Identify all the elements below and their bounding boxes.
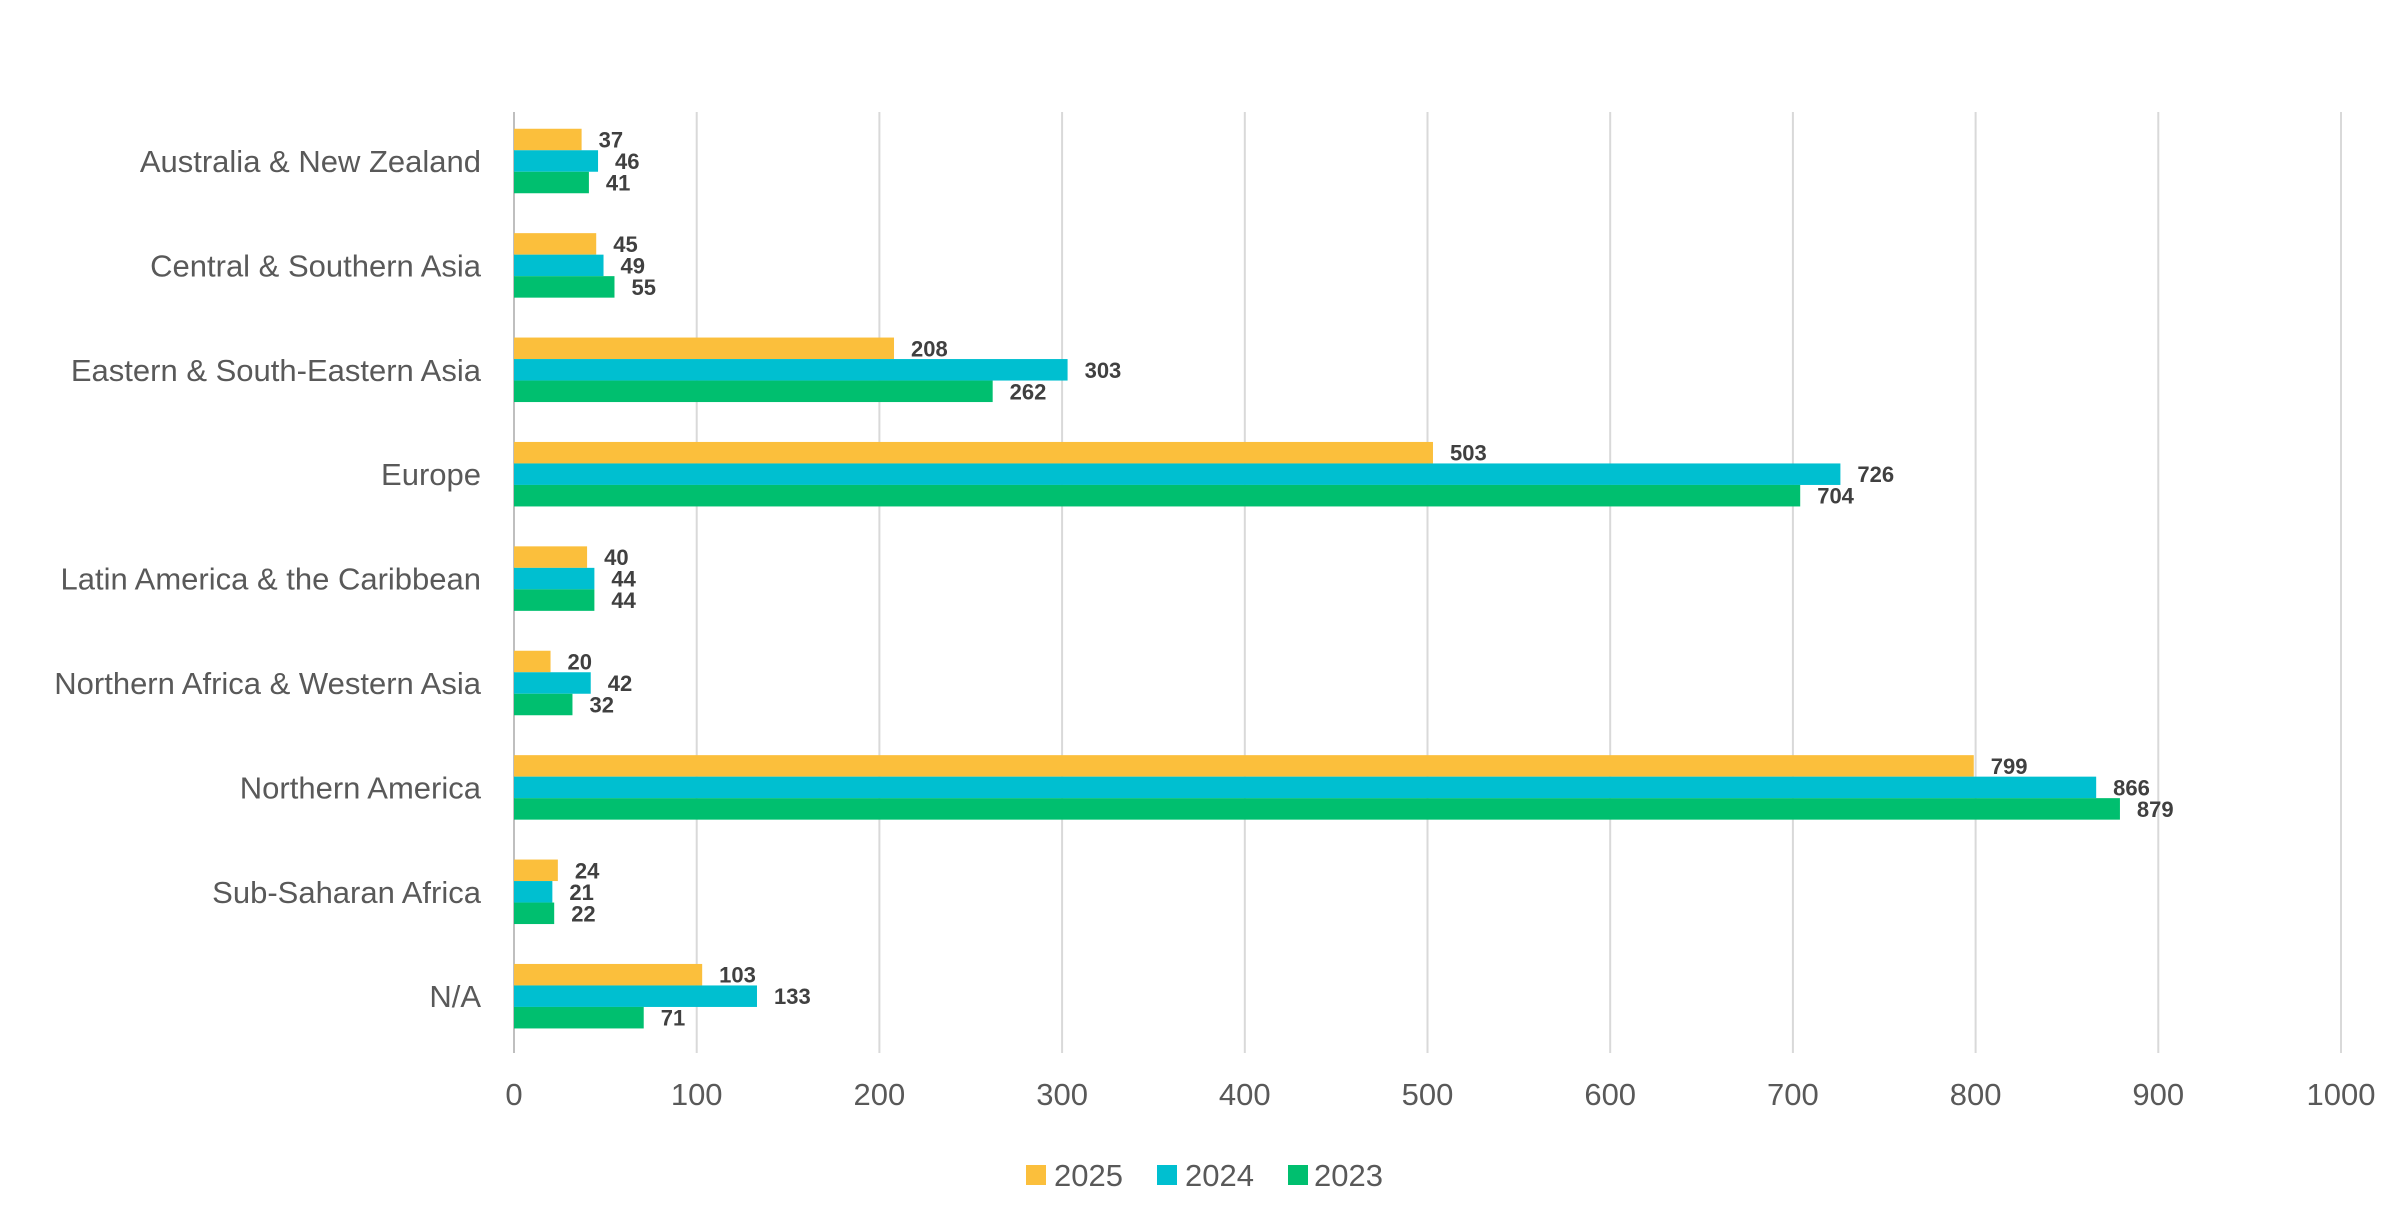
bar-2024 bbox=[514, 463, 1841, 485]
bar-2024 bbox=[514, 150, 599, 172]
bar-2025 bbox=[514, 859, 558, 882]
data-label: 704 bbox=[1817, 484, 1854, 509]
bar-2025 bbox=[514, 128, 582, 151]
data-label: 44 bbox=[611, 567, 636, 592]
x-tick-label: 0 bbox=[505, 1077, 522, 1112]
data-label: 45 bbox=[613, 232, 637, 257]
data-label: 71 bbox=[661, 1006, 685, 1031]
data-label: 208 bbox=[911, 336, 948, 361]
bar-2023 bbox=[514, 589, 595, 611]
data-label: 32 bbox=[589, 693, 613, 718]
data-label: 24 bbox=[575, 858, 600, 883]
legend-swatch-2024 bbox=[1157, 1165, 1177, 1185]
category-label: Europe bbox=[381, 457, 481, 492]
bar-2025 bbox=[514, 755, 1974, 777]
data-label: 133 bbox=[774, 984, 811, 1009]
bar-2025 bbox=[514, 337, 895, 360]
bar-2025 bbox=[514, 441, 1433, 464]
bar-2024 bbox=[514, 776, 2097, 799]
bar-2023 bbox=[514, 171, 589, 194]
bar-2024 bbox=[514, 567, 595, 590]
bar-2023 bbox=[514, 276, 615, 298]
data-label: 799 bbox=[1991, 754, 2028, 779]
x-tick-label: 800 bbox=[1950, 1077, 2002, 1112]
data-label: 55 bbox=[631, 275, 655, 300]
x-tick-label: 700 bbox=[1767, 1077, 1819, 1112]
data-labels: 3746414549552083032625037267044044442042… bbox=[568, 128, 2174, 1031]
data-label: 866 bbox=[2113, 775, 2150, 800]
data-label: 37 bbox=[599, 128, 623, 153]
category-label: Latin America & the Caribbean bbox=[61, 562, 481, 597]
bar-2024 bbox=[514, 881, 553, 903]
data-label: 22 bbox=[571, 901, 595, 926]
x-tick-label: 300 bbox=[1036, 1077, 1088, 1112]
legend-swatch-2023 bbox=[1288, 1165, 1308, 1185]
bar-2023 bbox=[514, 1006, 644, 1029]
category-label: N/A bbox=[429, 979, 481, 1014]
category-labels: Australia & New Zealand Central & Souther… bbox=[54, 144, 481, 1014]
legend: 2025 2024 2023 bbox=[1026, 1158, 1383, 1193]
x-tick-label: 200 bbox=[854, 1077, 906, 1112]
bar-2025 bbox=[514, 963, 703, 986]
bar-2023 bbox=[514, 902, 555, 925]
legend-label: 2023 bbox=[1314, 1158, 1383, 1193]
bar-2023 bbox=[514, 693, 573, 716]
x-tick-label: 1000 bbox=[2307, 1077, 2376, 1112]
x-axis-ticks: 0 100 200 300 400 500 600 700 800 900 1000 bbox=[505, 1077, 2375, 1112]
bar-2025 bbox=[514, 233, 597, 255]
data-label: 40 bbox=[604, 545, 628, 570]
x-tick-label: 500 bbox=[1402, 1077, 1454, 1112]
category-label: Eastern & South-Eastern Asia bbox=[71, 353, 482, 388]
category-label: Australia & New Zealand bbox=[140, 144, 481, 179]
bar-2023 bbox=[514, 798, 2120, 820]
x-tick-label: 400 bbox=[1219, 1077, 1271, 1112]
bar-2024 bbox=[514, 672, 591, 694]
bar-2025 bbox=[514, 650, 551, 673]
data-label: 44 bbox=[611, 588, 636, 613]
gridlines bbox=[513, 112, 2342, 1053]
data-label: 49 bbox=[621, 253, 645, 278]
x-tick-label: 600 bbox=[1584, 1077, 1636, 1112]
legend-swatch-2025 bbox=[1026, 1165, 1046, 1185]
bar-2024 bbox=[514, 985, 757, 1007]
x-tick-label: 900 bbox=[2132, 1077, 2184, 1112]
bar-2023 bbox=[514, 380, 993, 403]
data-label: 726 bbox=[1857, 462, 1894, 487]
data-label: 20 bbox=[568, 650, 592, 675]
data-label: 41 bbox=[606, 171, 630, 196]
data-label: 103 bbox=[719, 963, 756, 988]
data-label: 262 bbox=[1010, 379, 1047, 404]
bar-2024 bbox=[514, 254, 604, 277]
data-label: 46 bbox=[615, 149, 639, 174]
category-label: Central & Southern Asia bbox=[150, 248, 482, 283]
legend-label: 2025 bbox=[1054, 1158, 1123, 1193]
legend-label: 2024 bbox=[1185, 1158, 1254, 1193]
category-label: Northern America bbox=[240, 770, 482, 805]
x-tick-label: 100 bbox=[671, 1077, 723, 1112]
bar-2024 bbox=[514, 359, 1068, 381]
bars bbox=[514, 128, 2120, 1029]
bar-2025 bbox=[514, 546, 588, 568]
data-label: 503 bbox=[1450, 441, 1487, 466]
data-label: 21 bbox=[569, 880, 593, 905]
category-label: Sub-Saharan Africa bbox=[212, 875, 482, 910]
bar-2023 bbox=[514, 484, 1801, 507]
data-label: 303 bbox=[1085, 358, 1122, 383]
data-label: 879 bbox=[2137, 797, 2174, 822]
data-label: 42 bbox=[608, 671, 632, 696]
category-label: Northern Africa & Western Asia bbox=[54, 666, 481, 701]
